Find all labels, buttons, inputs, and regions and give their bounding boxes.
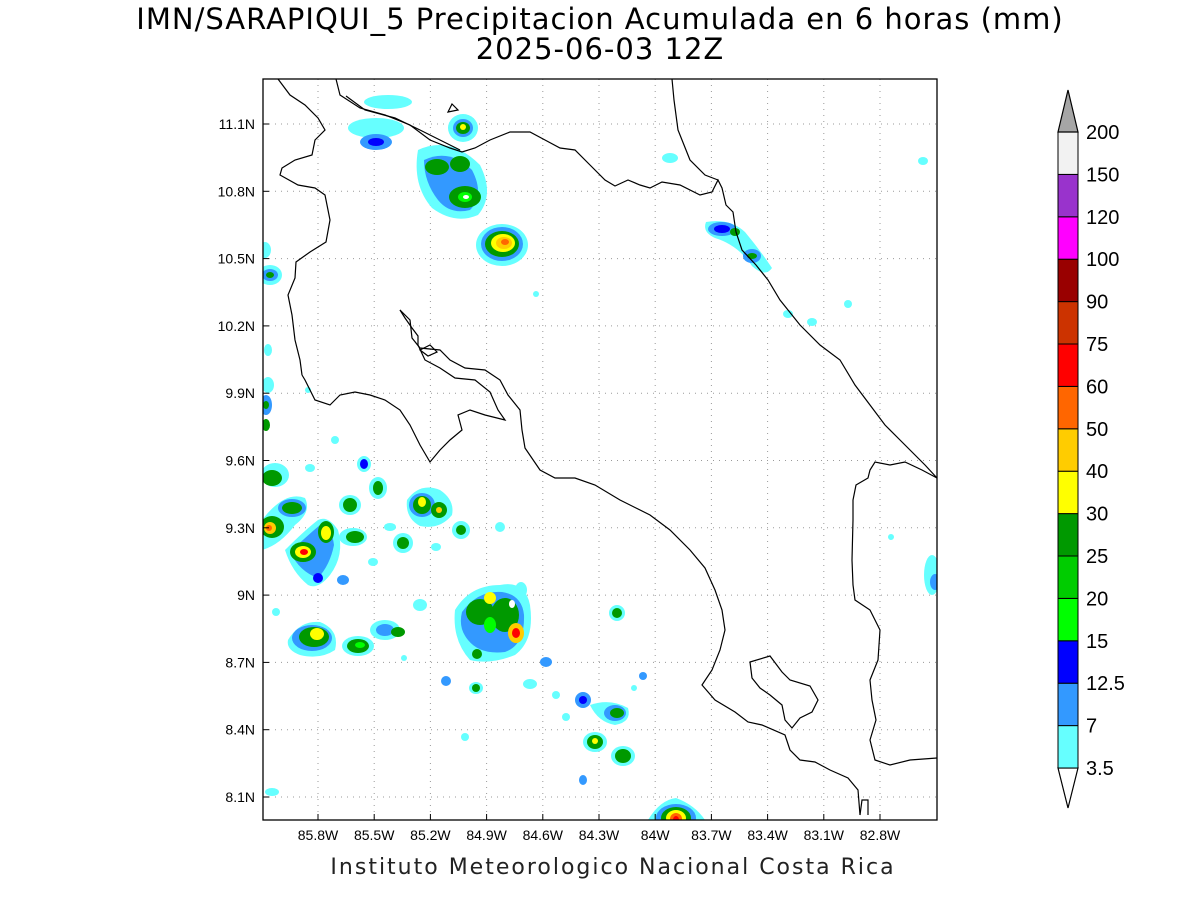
precip-cell xyxy=(263,496,307,550)
colorbar-legend: 3.5 7 12.5 15 20 25 30 40 50 60 75 90 100 120 150 200 xyxy=(1057,89,1125,809)
x-tick-label: 82.8W xyxy=(860,827,901,843)
x-tick-label: 84.3W xyxy=(579,827,620,843)
y-tick-label: 9.3N xyxy=(225,520,255,536)
coastline-borders xyxy=(277,79,937,816)
y-tick-label: 9.6N xyxy=(225,453,255,469)
x-axis-ticks: 85.8W 85.5W 85.2W 84.9W 84.6W 84.3W 84W 83.7W 83… xyxy=(298,814,901,843)
x-tick-label: 84W xyxy=(641,827,671,843)
y-tick-label: 10.2N xyxy=(218,318,255,334)
y-tick-label: 9N xyxy=(237,587,255,603)
colorbar-label: 120 xyxy=(1086,207,1119,229)
precip-cell xyxy=(648,798,705,820)
pacific-coastline xyxy=(399,309,861,816)
footer-credit: Instituto Meteorologico Nacional Costa R… xyxy=(330,855,896,880)
x-tick-label: 83.7W xyxy=(691,827,732,843)
precip-cell xyxy=(454,582,531,662)
colorbar-label: 20 xyxy=(1086,588,1108,610)
colorbar-label: 12.5 xyxy=(1086,673,1125,695)
colorbar-label: 7 xyxy=(1086,716,1097,738)
colorbar-label: 150 xyxy=(1086,164,1119,186)
x-tick-label: 85.5W xyxy=(354,827,395,843)
x-tick-label: 83.4W xyxy=(747,827,788,843)
osa-peninsula xyxy=(749,655,819,729)
map-grid xyxy=(263,79,937,820)
colorbar-low-arrow xyxy=(1057,767,1079,809)
x-tick-label: 84.9W xyxy=(466,827,507,843)
colorbar-label: 3.5 xyxy=(1086,758,1114,780)
precip-cell xyxy=(448,114,478,142)
colorbar-label: 100 xyxy=(1086,249,1119,271)
colorbar-high-arrow xyxy=(1057,89,1079,133)
colorbar-swatch xyxy=(1057,640,1079,684)
colorbar-swatch xyxy=(1057,258,1079,303)
lake-nicaragua-shore xyxy=(345,95,461,151)
colorbar-swatch xyxy=(1057,725,1079,769)
y-tick-label: 8.1N xyxy=(225,789,255,805)
colorbar-swatch xyxy=(1057,428,1079,472)
precip-cell xyxy=(265,599,427,796)
colorbar-label: 200 xyxy=(1086,122,1119,144)
y-tick-label: 8.4N xyxy=(225,722,255,738)
colorbar-swatch xyxy=(1057,343,1079,387)
colorbar-swatch xyxy=(1057,385,1079,430)
colorbar-label: 60 xyxy=(1086,376,1108,398)
x-tick-label: 83.1W xyxy=(804,827,845,843)
colorbar-label: 75 xyxy=(1086,334,1108,356)
precip-cell xyxy=(406,487,505,551)
precip-cell xyxy=(552,691,635,785)
colorbar-label: 15 xyxy=(1086,631,1108,653)
y-axis-ticks: 11.1N 10.8N 10.5N 10.2N 9.9N 9.6N 9.3N 9N 8.7N 8.… xyxy=(218,116,269,805)
nicoya-peninsula xyxy=(301,309,507,464)
map-subtitle-datetime: 2025-06-03 12Z xyxy=(475,32,725,66)
y-tick-label: 10.5N xyxy=(218,251,255,267)
colorbar-swatch xyxy=(1057,555,1079,599)
precip-cell xyxy=(705,221,772,273)
precip-cell xyxy=(476,224,528,266)
y-tick-label: 9.9N xyxy=(225,385,255,401)
precip-cell xyxy=(348,95,412,150)
colorbar-swatch xyxy=(1057,131,1079,175)
map-title: IMN/SARAPIQUI_5 Precipitacion Acumulada … xyxy=(136,2,1064,36)
y-tick-label: 8.7N xyxy=(225,654,255,670)
x-tick-label: 85.8W xyxy=(298,827,339,843)
nicaragua-costa-rica-border xyxy=(335,79,937,479)
precipitation-cells xyxy=(263,95,937,820)
y-tick-label: 10.8N xyxy=(218,183,255,199)
nicaragua-border-line xyxy=(277,79,331,376)
colorbar-swatch xyxy=(1057,173,1079,218)
colorbar-swatch xyxy=(1057,216,1079,260)
precip-cell xyxy=(416,145,488,219)
colorbar-swatch xyxy=(1057,301,1079,345)
map-frame xyxy=(262,78,938,821)
colorbar-label: 40 xyxy=(1086,461,1108,483)
x-tick-label: 85.2W xyxy=(410,827,451,843)
colorbar-label: 90 xyxy=(1086,292,1108,314)
colorbar-swatch xyxy=(1057,682,1079,727)
colorbar-label: 50 xyxy=(1086,419,1108,441)
y-tick-label: 11.1N xyxy=(219,116,255,132)
colorbar-swatch xyxy=(1057,597,1079,642)
colorbar-label: 30 xyxy=(1086,504,1108,526)
x-tick-label: 84.6W xyxy=(523,827,564,843)
colorbar-swatch xyxy=(1057,513,1079,557)
colorbar-label: 25 xyxy=(1086,546,1108,568)
colorbar-swatch xyxy=(1057,470,1079,515)
precip-cell xyxy=(339,456,413,566)
precip-cell xyxy=(285,518,349,587)
